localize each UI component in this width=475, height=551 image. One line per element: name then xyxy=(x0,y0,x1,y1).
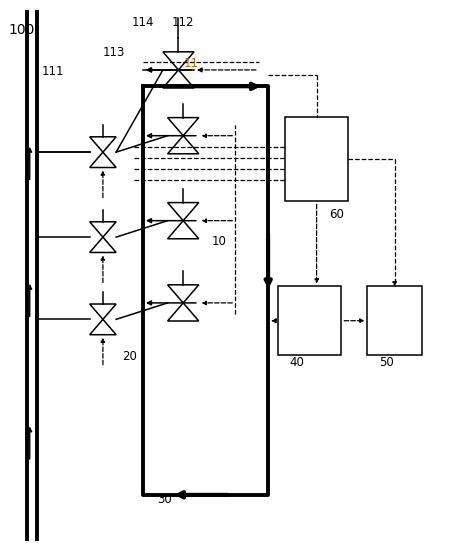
Text: 100: 100 xyxy=(9,23,35,37)
Text: 40: 40 xyxy=(289,356,304,369)
Text: 10: 10 xyxy=(211,235,227,249)
Bar xyxy=(285,116,349,202)
Text: 30: 30 xyxy=(157,493,172,506)
Text: 114: 114 xyxy=(131,16,154,29)
Text: 113: 113 xyxy=(103,46,125,59)
Text: 111: 111 xyxy=(41,66,64,78)
Bar xyxy=(278,287,342,355)
Text: 60: 60 xyxy=(330,208,344,221)
Text: 50: 50 xyxy=(379,356,394,369)
Text: 112: 112 xyxy=(171,16,194,29)
Bar xyxy=(367,287,422,355)
Text: 11: 11 xyxy=(183,57,198,70)
Text: 20: 20 xyxy=(122,350,137,364)
